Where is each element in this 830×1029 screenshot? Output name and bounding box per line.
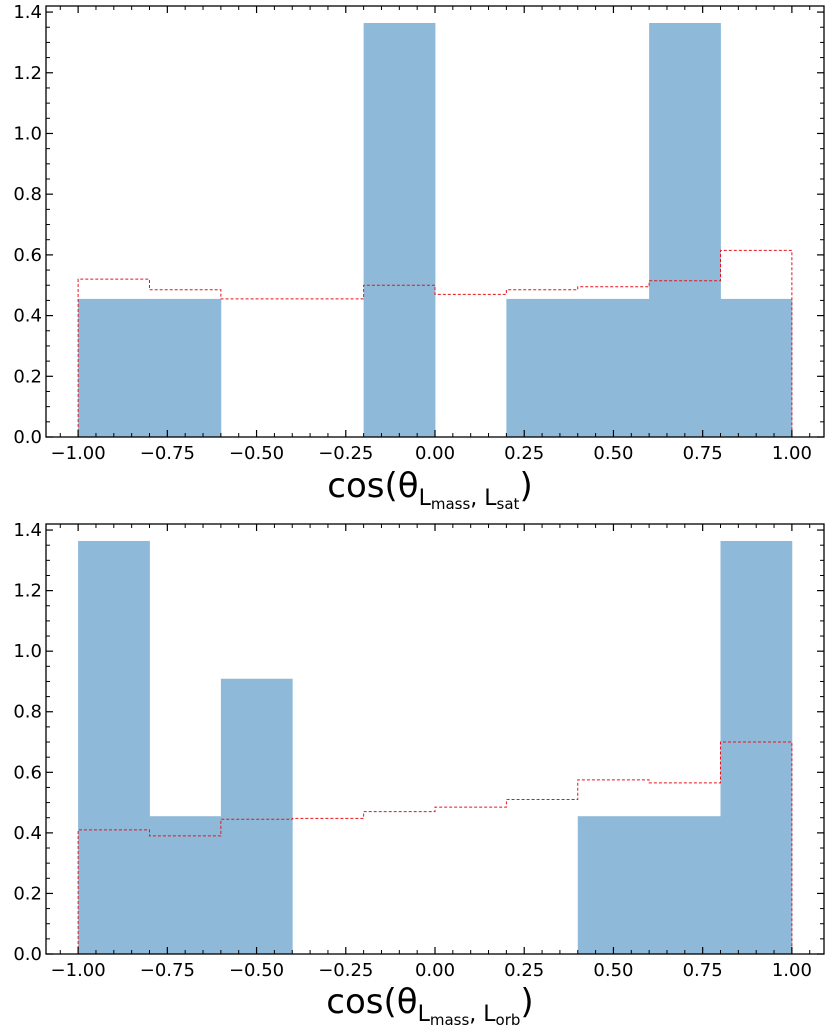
x-tick-label-8: 1.00 [772, 443, 812, 464]
x-tick-label-8: 1.00 [772, 960, 812, 981]
y-tick-label-6: 1.2 [13, 63, 42, 84]
y-tick-label-1: 0.2 [13, 366, 42, 387]
x-tick-label-0: −1.00 [51, 443, 106, 464]
bottom-histogram-panel: −1.00 −0.75 −0.50 −0.25 0.00 0.25 0.50 0.75 1.00… [13, 520, 825, 1029]
y-tick-label-6: 1.2 [13, 581, 42, 602]
y-tick-label-7: 1.4 [13, 520, 42, 541]
y-tick-label-0: 0.0 [13, 427, 42, 448]
y-tick-label-0: 0.0 [13, 944, 42, 965]
x-axis-label: cos(θLmass, Lsat) [327, 466, 532, 513]
x-tick-label-1: −0.75 [140, 960, 195, 981]
x-tick-label-5: 0.25 [504, 443, 544, 464]
histogram-bar-0 [78, 298, 150, 437]
x-tick-label-4: 0.00 [415, 443, 455, 464]
y-tick-label-1: 0.2 [13, 883, 42, 904]
histogram-bar-9 [720, 298, 793, 437]
reference-step-line [77, 249, 793, 437]
histogram-bar-6 [506, 298, 579, 437]
y-tick-label-5: 1.0 [13, 641, 42, 662]
histogram-bar-7 [577, 298, 650, 437]
x-tick-label-6: 0.50 [593, 960, 633, 981]
top-histogram-panel: −1.00 −0.75 −0.50 −0.25 0.00 0.25 0.50 0.75 1.00… [13, 2, 825, 513]
y-tick-label-5: 1.0 [13, 123, 42, 144]
y-tick-label-4: 0.8 [13, 702, 42, 723]
x-tick-label-4: 0.00 [415, 960, 455, 981]
y-tick-label-7: 1.4 [13, 2, 42, 23]
x-tick-label-0: −1.00 [51, 960, 106, 981]
y-tick-label-4: 0.8 [13, 184, 42, 205]
x-tick-label-3: −0.25 [318, 443, 373, 464]
y-tick-label-2: 0.4 [13, 823, 42, 844]
x-tick-label-3: −0.25 [318, 960, 373, 981]
histogram-bar-0 [78, 540, 150, 954]
histogram-bar-4 [363, 23, 436, 437]
x-axis-label: cos(θLmass, Lorb) [326, 982, 533, 1029]
x-tick-label-2: −0.50 [229, 960, 284, 981]
reference-step-line [77, 741, 793, 954]
x-tick-label-7: 0.75 [683, 960, 723, 981]
y-tick-label-3: 0.6 [13, 245, 42, 266]
x-tick-label-1: −0.75 [140, 443, 195, 464]
histogram-bar-2 [220, 678, 293, 954]
histogram-bar-1 [149, 298, 222, 437]
histogram-bar-8 [649, 816, 721, 954]
histogram-bar-1 [149, 816, 222, 954]
histogram-bar-7 [577, 816, 650, 954]
y-tick-label-2: 0.4 [13, 306, 42, 327]
y-tick-label-3: 0.6 [13, 762, 42, 783]
x-tick-label-5: 0.25 [504, 960, 544, 981]
x-tick-label-2: −0.50 [229, 443, 284, 464]
histogram-bar-9 [720, 540, 793, 954]
x-tick-label-6: 0.50 [593, 443, 633, 464]
x-tick-label-7: 0.75 [683, 443, 723, 464]
histogram-bar-8 [649, 23, 721, 437]
